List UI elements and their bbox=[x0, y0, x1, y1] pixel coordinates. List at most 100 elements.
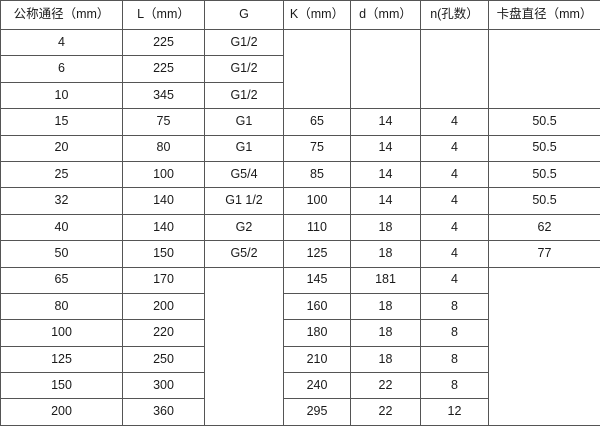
cell-length: 75 bbox=[123, 109, 205, 135]
column-header-thread: G bbox=[205, 1, 284, 30]
cell-chuck-diameter: 50.5 bbox=[489, 135, 600, 161]
cell-k: 145 bbox=[284, 267, 351, 293]
cell-nominal-diameter: 6 bbox=[1, 56, 123, 82]
cell-length: 250 bbox=[123, 346, 205, 372]
cell-length: 170 bbox=[123, 267, 205, 293]
cell-length: 300 bbox=[123, 373, 205, 399]
cell-k: 100 bbox=[284, 188, 351, 214]
cell-nominal-diameter: 200 bbox=[1, 399, 123, 425]
cell-d: 18 bbox=[351, 293, 421, 319]
cell-nominal-diameter: 25 bbox=[1, 161, 123, 187]
cell-thread: G5/2 bbox=[205, 241, 284, 267]
cell-hole-count: 4 bbox=[421, 267, 489, 293]
cell-thread: G1 bbox=[205, 109, 284, 135]
cell-chuck-diameter: 50.5 bbox=[489, 188, 600, 214]
cell-nominal-diameter: 100 bbox=[1, 320, 123, 346]
cell-thread: G1/2 bbox=[205, 30, 284, 56]
column-header-nominal-diameter: 公称通径（mm） bbox=[1, 1, 123, 30]
cell-length: 225 bbox=[123, 56, 205, 82]
cell-k: 65 bbox=[284, 109, 351, 135]
cell-nominal-diameter: 65 bbox=[1, 267, 123, 293]
cell-d: 18 bbox=[351, 346, 421, 372]
table-row: 15 75 G1 65 14 4 50.5 bbox=[1, 109, 600, 135]
cell-nominal-diameter: 20 bbox=[1, 135, 123, 161]
cell-length: 150 bbox=[123, 241, 205, 267]
cell-k: 75 bbox=[284, 135, 351, 161]
cell-chuck-diameter-blank bbox=[489, 30, 600, 109]
table-row: 40 140 G2 110 18 4 62 bbox=[1, 214, 600, 240]
cell-k: 240 bbox=[284, 373, 351, 399]
cell-d: 22 bbox=[351, 373, 421, 399]
cell-nominal-diameter: 15 bbox=[1, 109, 123, 135]
cell-nominal-diameter: 150 bbox=[1, 373, 123, 399]
cell-d: 14 bbox=[351, 135, 421, 161]
cell-k: 125 bbox=[284, 241, 351, 267]
table-row: 4 225 G1/2 bbox=[1, 30, 600, 56]
cell-length: 225 bbox=[123, 30, 205, 56]
table-row: 32 140 G1 1/2 100 14 4 50.5 bbox=[1, 188, 600, 214]
cell-d: 14 bbox=[351, 161, 421, 187]
cell-k: 210 bbox=[284, 346, 351, 372]
cell-k-blank bbox=[284, 30, 351, 109]
table-row: 20 80 G1 75 14 4 50.5 bbox=[1, 135, 600, 161]
cell-nominal-diameter: 125 bbox=[1, 346, 123, 372]
cell-hole-count: 4 bbox=[421, 161, 489, 187]
cell-hole-count: 8 bbox=[421, 346, 489, 372]
cell-d: 14 bbox=[351, 109, 421, 135]
cell-chuck-diameter: 50.5 bbox=[489, 161, 600, 187]
cell-d: 181 bbox=[351, 267, 421, 293]
cell-length: 200 bbox=[123, 293, 205, 319]
cell-k: 110 bbox=[284, 214, 351, 240]
cell-hole-count-blank bbox=[421, 30, 489, 109]
cell-thread: G2 bbox=[205, 214, 284, 240]
cell-hole-count: 4 bbox=[421, 241, 489, 267]
cell-length: 345 bbox=[123, 82, 205, 108]
cell-chuck-diameter: 77 bbox=[489, 241, 600, 267]
table-row: 25 100 G5/4 85 14 4 50.5 bbox=[1, 161, 600, 187]
cell-thread: G5/4 bbox=[205, 161, 284, 187]
cell-nominal-diameter: 80 bbox=[1, 293, 123, 319]
cell-nominal-diameter: 32 bbox=[1, 188, 123, 214]
cell-hole-count: 4 bbox=[421, 109, 489, 135]
cell-nominal-diameter: 40 bbox=[1, 214, 123, 240]
cell-thread: G1 bbox=[205, 135, 284, 161]
cell-k: 180 bbox=[284, 320, 351, 346]
cell-length: 140 bbox=[123, 188, 205, 214]
cell-nominal-diameter: 4 bbox=[1, 30, 123, 56]
cell-chuck-diameter: 62 bbox=[489, 214, 600, 240]
cell-k: 85 bbox=[284, 161, 351, 187]
cell-length: 360 bbox=[123, 399, 205, 425]
cell-hole-count: 4 bbox=[421, 214, 489, 240]
cell-d: 14 bbox=[351, 188, 421, 214]
cell-hole-count: 8 bbox=[421, 320, 489, 346]
cell-d: 22 bbox=[351, 399, 421, 425]
cell-k: 160 bbox=[284, 293, 351, 319]
cell-k: 295 bbox=[284, 399, 351, 425]
cell-thread: G1/2 bbox=[205, 56, 284, 82]
cell-d-blank bbox=[351, 30, 421, 109]
cell-d: 18 bbox=[351, 320, 421, 346]
cell-thread: G1/2 bbox=[205, 82, 284, 108]
cell-hole-count: 4 bbox=[421, 135, 489, 161]
cell-length: 100 bbox=[123, 161, 205, 187]
table-row: 50 150 G5/2 125 18 4 77 bbox=[1, 241, 600, 267]
table-header-row: 公称通径（mm） L（mm） G K（mm） d（mm） n(孔数） 卡盘直径（… bbox=[1, 1, 600, 30]
table-row: 65 170 145 181 4 bbox=[1, 267, 600, 293]
cell-hole-count: 4 bbox=[421, 188, 489, 214]
column-header-length: L（mm） bbox=[123, 1, 205, 30]
cell-chuck-diameter: 50.5 bbox=[489, 109, 600, 135]
column-header-chuck-diameter: 卡盘直径（mm） bbox=[489, 1, 600, 30]
cell-nominal-diameter: 50 bbox=[1, 241, 123, 267]
column-header-d: d（mm） bbox=[351, 1, 421, 30]
cell-d: 18 bbox=[351, 241, 421, 267]
column-header-k: K（mm） bbox=[284, 1, 351, 30]
cell-hole-count: 8 bbox=[421, 373, 489, 399]
column-header-hole-count: n(孔数） bbox=[421, 1, 489, 30]
cell-thread-blank bbox=[205, 267, 284, 425]
cell-d: 18 bbox=[351, 214, 421, 240]
cell-chuck-diameter-blank bbox=[489, 267, 600, 425]
cell-hole-count: 12 bbox=[421, 399, 489, 425]
cell-hole-count: 8 bbox=[421, 293, 489, 319]
cell-length: 220 bbox=[123, 320, 205, 346]
